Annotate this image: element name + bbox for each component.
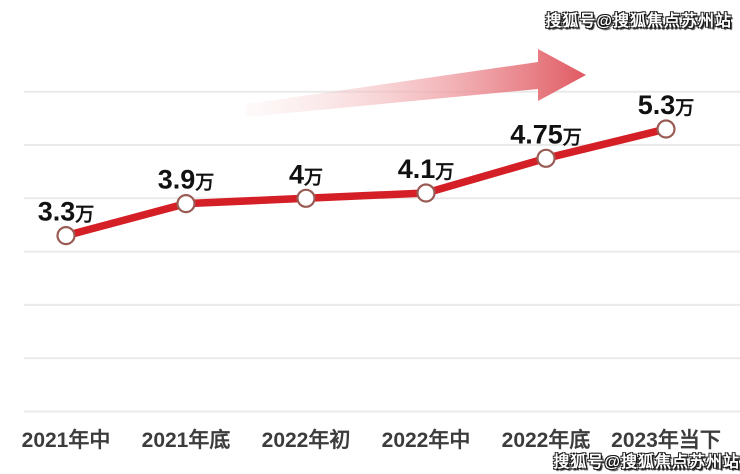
- trend-arrow-icon: [246, 49, 586, 117]
- x-axis-label: 2021年底: [142, 428, 231, 452]
- x-axis-label: 2023年当下: [611, 428, 721, 452]
- watermark-bottom: 搜狐号@搜狐焦点苏州站: [553, 454, 740, 471]
- x-axis-label: 2021年中: [22, 428, 111, 452]
- x-axis-label: 2022年底: [502, 428, 591, 452]
- value-label: 4.75万: [510, 119, 582, 149]
- data-point: [656, 119, 676, 139]
- value-label: 4万: [289, 159, 323, 189]
- series-line: [62, 125, 670, 240]
- value-label: 4.1万: [398, 154, 455, 184]
- x-axis-label: 2022年初: [262, 428, 351, 452]
- x-axis-label: 2022年中: [382, 428, 471, 452]
- value-label: 3.3万: [38, 197, 95, 227]
- data-point: [416, 183, 436, 203]
- data-point: [176, 194, 196, 214]
- value-label: 5.3万: [638, 90, 695, 120]
- data-point-markers: [56, 119, 676, 246]
- price-trend-line: [62, 125, 670, 240]
- x-axis-labels: 2021年中 2021年底 2022年初 2022年中 2022年底 2023年当下: [22, 428, 721, 452]
- data-point: [536, 148, 556, 168]
- data-point: [56, 226, 76, 246]
- value-label: 3.9万: [158, 165, 215, 195]
- value-labels: 3.3万 3.9万 4万 4.1万 4.75万 5.3万: [38, 90, 695, 227]
- watermark-top: 搜狐号@搜狐焦点苏州站: [545, 13, 732, 30]
- data-point: [296, 188, 316, 208]
